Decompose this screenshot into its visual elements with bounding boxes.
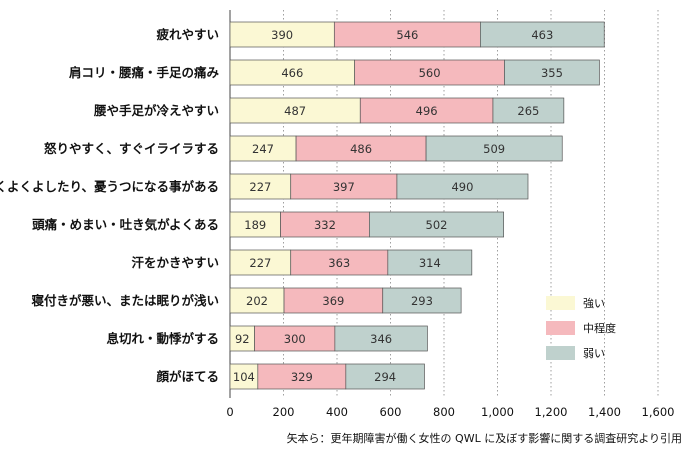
bar-segment (229, 287, 285, 314)
bars: 390 546 463 466 560 355 487 496 265 247 486 509 227 3… (229, 21, 605, 390)
data-label: 202 (246, 294, 268, 308)
data-label: 189 (244, 218, 266, 232)
data-label: 265 (517, 104, 539, 118)
bar-segment (229, 211, 281, 238)
category-label: 汗をかきやすい (131, 255, 219, 270)
category-label: 疲れやすい (156, 27, 219, 42)
x-tick-label: 0 (226, 405, 233, 419)
data-label: 486 (350, 142, 372, 156)
x-axis-ticks: 0 200 400 600 800 1,000 1,200 1,400 1,600 (226, 405, 674, 419)
source-note: 矢本ら：更年期障害が働く女性の QWL に及ぼす影響に関する調査研究より引用 (287, 431, 682, 445)
data-label: 390 (271, 28, 293, 42)
bar-segment (283, 287, 384, 314)
bar-segment (229, 21, 335, 48)
bar-segment (290, 173, 398, 200)
legend-entry: 強い (583, 297, 605, 310)
data-label: 329 (291, 370, 313, 384)
data-label: 293 (411, 294, 433, 308)
bar-segment (354, 59, 505, 86)
category-label: 寝付きが悪い、または眠りが浅い (31, 293, 219, 308)
category-label: 腰や手足が冷えやすい (93, 103, 219, 118)
data-label: 546 (396, 28, 418, 42)
bar-segment (229, 97, 361, 124)
bar-segment (257, 363, 347, 390)
category-label: 頭痛・めまい・吐き気がよくある (32, 217, 219, 232)
bar-segment (290, 249, 389, 276)
data-label: 496 (416, 104, 438, 118)
bar-segment (480, 21, 605, 48)
bar-segment (504, 59, 600, 86)
bar-segment (359, 97, 494, 124)
bar-segment (229, 325, 255, 352)
x-tick-label: 1,600 (642, 405, 675, 419)
category-label: くよくよしたり、憂うつになる事がある (0, 179, 219, 194)
bar-segment (229, 59, 356, 86)
data-label: 227 (249, 180, 271, 194)
data-label: 560 (419, 66, 441, 80)
legend-entry: 弱い (583, 347, 605, 360)
x-tick-label: 1,400 (588, 405, 621, 419)
bar-segment (229, 135, 297, 162)
legend-swatch (546, 346, 575, 360)
bar-segment (382, 287, 462, 314)
data-label: 294 (374, 370, 396, 384)
x-tick-label: 200 (273, 405, 295, 419)
x-tick-label: 1,200 (535, 405, 568, 419)
category-label: 息切れ・動悸がする (106, 331, 219, 346)
category-label: 顔がほてる (155, 369, 219, 384)
bar-segment (425, 135, 563, 162)
category-labels: 疲れやすい肩コリ・腰痛・手足の痛み腰や手足が冷えやすい怒りやすく、すぐイライラす… (0, 27, 219, 384)
legend-swatch (546, 321, 575, 335)
data-label: 369 (322, 294, 344, 308)
data-label: 300 (284, 332, 306, 346)
bar-segment (387, 249, 473, 276)
bar-segment (369, 211, 505, 238)
bar-segment (396, 173, 529, 200)
data-label: 397 (333, 180, 355, 194)
data-label: 227 (249, 256, 271, 270)
data-label: 490 (451, 180, 473, 194)
data-label: 355 (541, 66, 563, 80)
x-tick-label: 600 (380, 405, 402, 419)
data-label: 363 (328, 256, 350, 270)
data-label: 346 (370, 332, 392, 346)
data-label: 247 (252, 142, 274, 156)
data-label: 92 (235, 332, 250, 346)
data-label: 104 (233, 370, 255, 384)
data-label: 487 (284, 104, 306, 118)
bar-segment (345, 363, 425, 390)
data-label: 463 (531, 28, 553, 42)
category-label: 肩コリ・腰痛・手足の痛み (69, 65, 220, 80)
data-label: 502 (426, 218, 448, 232)
data-label: 314 (419, 256, 441, 270)
data-label: 509 (483, 142, 505, 156)
bar-segment (295, 135, 427, 162)
x-tick-label: 1,000 (481, 405, 514, 419)
data-label: 466 (281, 66, 303, 80)
bar-segment (229, 249, 292, 276)
bar-segment (333, 21, 481, 48)
legend-entry: 中程度 (583, 321, 616, 335)
data-label: 332 (314, 218, 336, 232)
category-label: 怒りやすく、すぐイライラする (44, 141, 219, 156)
bar-segment (492, 97, 565, 124)
x-tick-label: 400 (326, 405, 348, 419)
legend-swatch (546, 296, 575, 310)
bar-segment (254, 325, 336, 352)
bar-segment (334, 325, 428, 352)
x-tick-label: 800 (433, 405, 455, 419)
bar-segment (229, 173, 292, 200)
